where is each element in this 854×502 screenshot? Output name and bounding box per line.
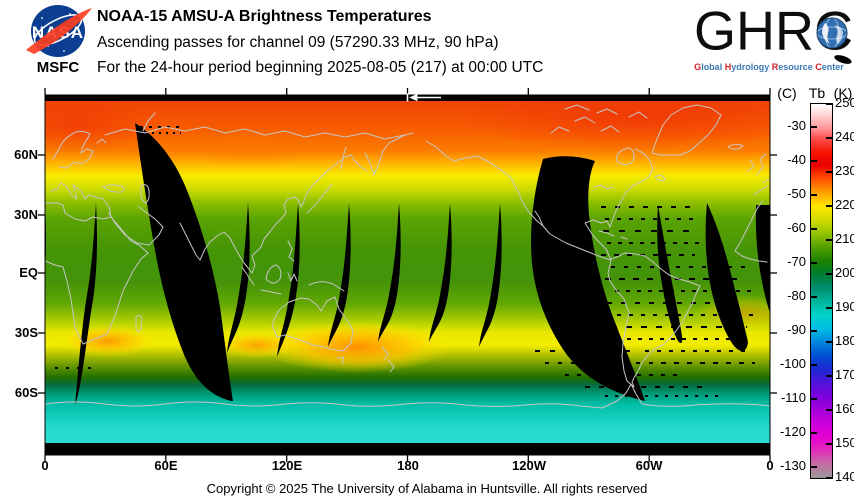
lat-tick-label: 60N: [14, 147, 38, 162]
colorbar-quantity-label: Tb: [808, 85, 826, 101]
tagline-word-rest: ydrology: [731, 62, 770, 72]
kelvin-tick-label: 220: [835, 197, 854, 212]
kelvin-tick-label: 190: [835, 299, 854, 314]
lon-tick-label: 60E: [154, 458, 178, 473]
kelvin-tick-label: 200: [835, 265, 854, 280]
map-axis-ticks: [38, 88, 777, 462]
celsius-tick-label: -120: [779, 424, 806, 439]
kelvin-tick-label: 140: [835, 469, 854, 484]
lon-tick-label: 0: [766, 458, 774, 473]
colorbar-gradient: [810, 103, 833, 479]
celsius-tick-label: -70: [787, 254, 806, 269]
lat-tick-label: 30N: [14, 207, 38, 222]
celsius-tick-label: -110: [780, 390, 806, 405]
kelvin-tick-label: 170: [835, 367, 854, 382]
tagline-word-rest: lobal: [701, 62, 723, 72]
page-subtitle-channel: Ascending passes for channel 09 (57290.3…: [97, 34, 499, 51]
data-gap-lens-east: [135, 123, 233, 401]
ghrc-tagline: Global Hydrology Resource Center: [684, 62, 854, 72]
celsius-tick-label: -80: [787, 288, 806, 303]
pass-start-arrow-icon: [406, 93, 441, 102]
kelvin-tick-label: 150: [835, 435, 854, 450]
page-title: NOAA-15 AMSU-A Brightness Temperatures: [97, 8, 432, 25]
kelvin-tick-label: 160: [835, 401, 854, 416]
tb-warm-anomaly-blobs: [45, 95, 770, 373]
celsius-tick-label: -100: [779, 356, 806, 371]
tagline-word-rest: esource: [778, 62, 813, 72]
lon-tick-label: 120W: [512, 458, 546, 473]
kelvin-tick-label: 250: [835, 95, 854, 110]
kelvin-tick-label: 240: [835, 129, 854, 144]
lon-tick-label: 0: [41, 458, 49, 473]
nasa-logo: NASA: [26, 5, 92, 57]
celsius-tick-label: -90: [787, 322, 806, 337]
lat-tick-label: 30S: [14, 325, 38, 340]
tagline-word-initial: H: [724, 62, 732, 72]
celsius-tick-label: -50: [787, 186, 806, 201]
brightness-temperature-map: [38, 88, 777, 462]
msfc-label: MSFC: [36, 59, 80, 76]
polar-gap-south: [45, 443, 770, 455]
lon-tick-label: 120E: [271, 458, 303, 473]
lat-tick-label: 60S: [14, 385, 38, 400]
colorbar-unit-kelvin: (K): [833, 85, 853, 101]
celsius-tick-label: -40: [787, 152, 806, 167]
nasa-swoosh: [26, 8, 92, 54]
lon-tick-label: 180: [397, 458, 419, 473]
celsius-tick-label: -130: [779, 458, 806, 473]
copyright-notice: Copyright © 2025 The University of Alaba…: [206, 481, 648, 496]
kelvin-tick-label: 230: [835, 163, 854, 178]
kelvin-tick-label: 210: [835, 231, 854, 246]
page-subtitle-period: For the 24-hour period beginning 2025-08…: [97, 59, 544, 76]
tagline-word-initial: C: [815, 62, 822, 72]
lon-tick-label: 60W: [635, 458, 663, 473]
celsius-tick-label: -30: [787, 118, 806, 133]
colorbar-unit-celsius: (C): [777, 85, 797, 101]
tagline-word-initial: R: [771, 62, 779, 72]
celsius-tick-label: -60: [787, 220, 806, 235]
world-coastlines: [45, 104, 770, 409]
ghrc-globe-icon: [816, 17, 848, 49]
tagline-word-rest: enter: [821, 62, 844, 72]
tagline-word-initial: G: [694, 62, 702, 72]
lat-tick-label: EQ: [19, 265, 38, 280]
kelvin-tick-label: 180: [835, 333, 854, 348]
